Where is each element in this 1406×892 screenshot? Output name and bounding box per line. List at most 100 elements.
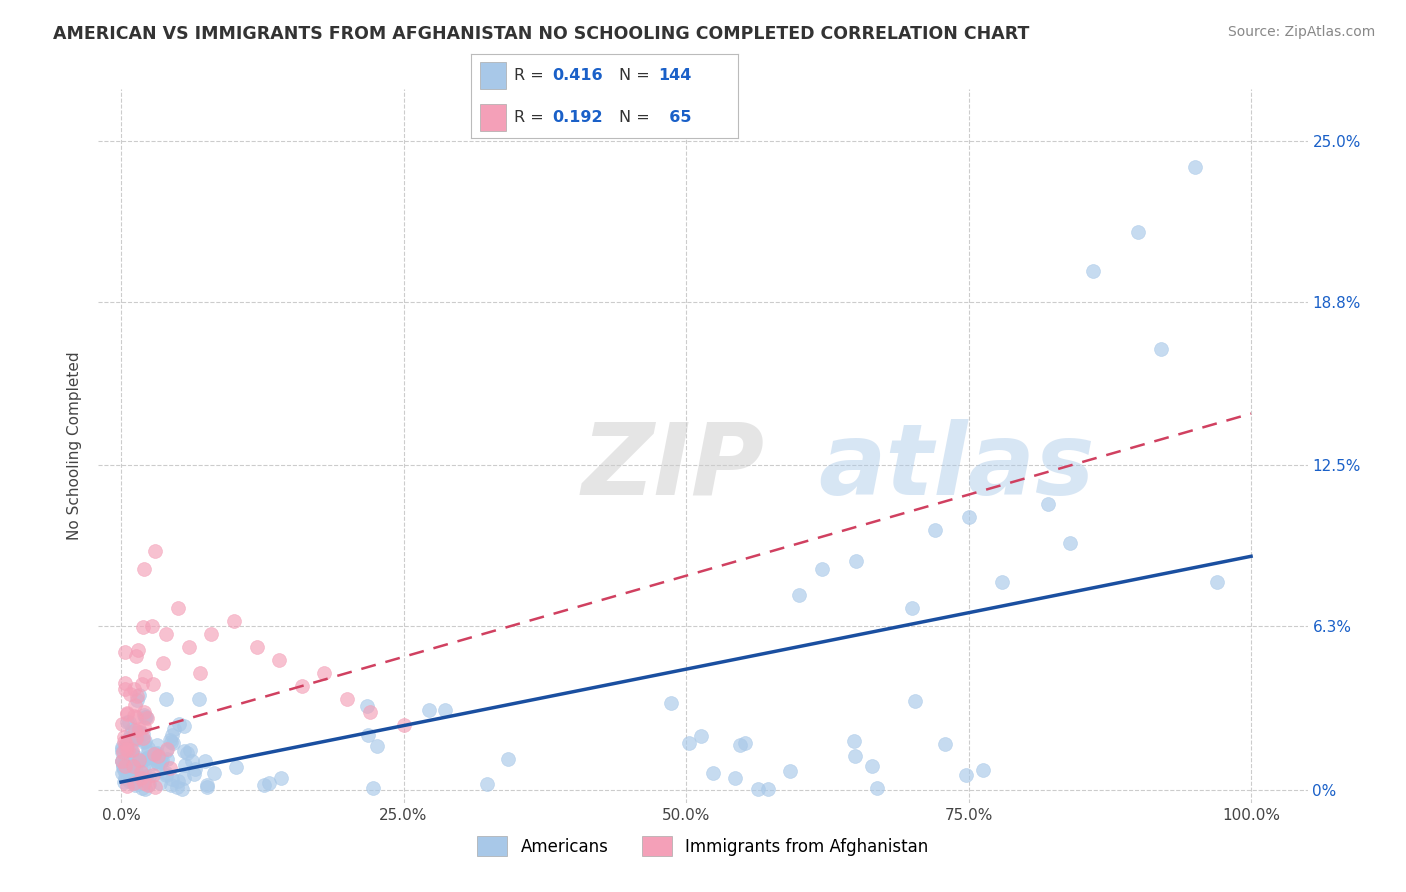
Point xyxy=(135,711,157,725)
Point xyxy=(114,764,136,778)
Point xyxy=(134,758,156,772)
Point xyxy=(118,740,141,755)
Point xyxy=(142,677,165,691)
Point xyxy=(166,601,188,615)
Point xyxy=(166,780,188,794)
Point xyxy=(115,780,138,794)
Point xyxy=(143,780,166,794)
Point xyxy=(246,640,269,654)
Point xyxy=(723,771,745,785)
Point xyxy=(124,698,146,713)
Point xyxy=(132,720,155,734)
Point xyxy=(170,781,193,796)
Point xyxy=(924,524,946,538)
Point xyxy=(361,781,384,796)
Point xyxy=(138,769,160,783)
Point xyxy=(122,748,145,763)
Point xyxy=(418,703,440,717)
Point xyxy=(114,771,136,785)
Text: R =: R = xyxy=(513,68,548,83)
Point xyxy=(115,715,138,730)
Point xyxy=(225,759,247,773)
Point xyxy=(128,724,150,739)
Point xyxy=(659,697,682,711)
Point xyxy=(134,752,156,766)
Point xyxy=(156,752,179,766)
Point xyxy=(125,764,148,778)
Point xyxy=(162,728,184,742)
Text: 0.416: 0.416 xyxy=(553,68,603,83)
Point xyxy=(122,776,145,790)
Point xyxy=(118,733,141,747)
Point xyxy=(991,575,1014,590)
Point xyxy=(122,681,145,696)
Point xyxy=(357,728,380,742)
Point xyxy=(336,692,359,706)
Point xyxy=(125,689,148,703)
Point xyxy=(146,738,169,752)
Point xyxy=(392,718,415,732)
Point xyxy=(124,760,146,774)
Point xyxy=(1150,342,1173,356)
Point xyxy=(122,776,145,790)
Point xyxy=(111,741,134,756)
Point xyxy=(124,723,146,737)
Point xyxy=(131,780,153,795)
Point xyxy=(252,778,274,792)
Point xyxy=(194,754,217,768)
Point xyxy=(845,554,868,568)
Point xyxy=(125,731,148,745)
Text: Source: ZipAtlas.com: Source: ZipAtlas.com xyxy=(1227,25,1375,39)
Point xyxy=(111,760,134,774)
Point xyxy=(972,764,994,778)
Point xyxy=(131,727,153,741)
Point xyxy=(118,752,141,766)
Point xyxy=(177,640,200,654)
Point xyxy=(125,710,148,724)
Y-axis label: No Schooling Completed: No Schooling Completed xyxy=(67,351,83,541)
Point xyxy=(122,760,145,774)
Point xyxy=(118,715,141,730)
Point xyxy=(111,740,134,755)
Point xyxy=(121,763,143,777)
Point xyxy=(125,648,148,663)
Point xyxy=(127,731,149,746)
Point xyxy=(728,739,751,753)
Point xyxy=(156,741,179,756)
Text: 65: 65 xyxy=(658,110,692,125)
Point xyxy=(111,754,134,768)
Point xyxy=(134,735,156,749)
Point xyxy=(134,733,156,747)
Point xyxy=(134,706,156,720)
Point xyxy=(159,732,181,747)
Text: AMERICAN VS IMMIGRANTS FROM AFGHANISTAN NO SCHOOLING COMPLETED CORRELATION CHART: AMERICAN VS IMMIGRANTS FROM AFGHANISTAN … xyxy=(53,25,1029,43)
Point xyxy=(204,766,226,780)
Point xyxy=(136,745,159,759)
Point xyxy=(122,731,145,746)
Point xyxy=(142,756,165,771)
Point xyxy=(155,768,177,782)
Point xyxy=(314,666,336,681)
Point xyxy=(111,766,134,780)
Point xyxy=(114,676,136,690)
Point xyxy=(131,620,153,634)
Point xyxy=(136,740,159,755)
Point xyxy=(844,749,866,764)
Point xyxy=(356,698,378,713)
Point xyxy=(134,710,156,724)
Point xyxy=(195,778,218,792)
Point xyxy=(179,742,201,756)
Point xyxy=(127,724,149,739)
Point xyxy=(142,768,165,782)
Point xyxy=(136,778,159,792)
Point xyxy=(115,737,138,751)
Point xyxy=(901,601,924,615)
Point xyxy=(148,757,170,772)
Point xyxy=(155,691,177,706)
Point xyxy=(366,739,388,754)
Point xyxy=(155,744,177,758)
Point xyxy=(200,627,222,641)
Point xyxy=(118,687,141,701)
Point xyxy=(115,706,138,720)
Point xyxy=(176,746,198,760)
